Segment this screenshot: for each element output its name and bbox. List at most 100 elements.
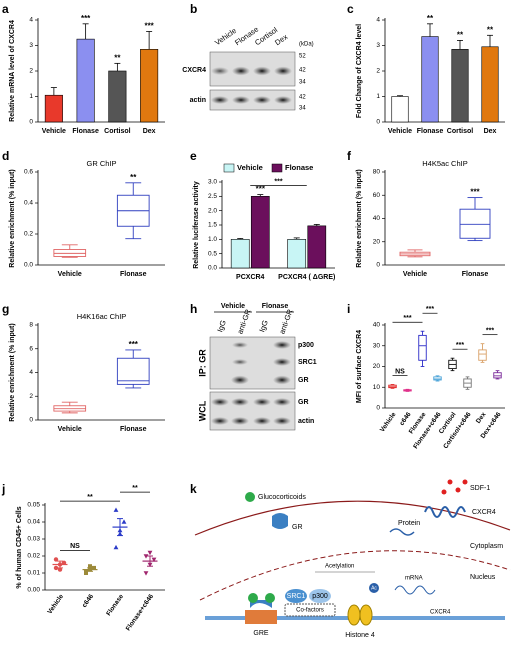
band [232,66,250,76]
y-tick-label: 0.6 [24,169,33,176]
y-tick-label: 1.0 [208,236,217,243]
panel-label: j [1,482,5,496]
label: GR [292,524,303,531]
y-tick-label: 0.4 [24,200,33,207]
box [493,372,502,379]
significance-label: *** [470,188,480,197]
y-tick-label: 40 [373,215,381,222]
point [143,571,149,576]
x-tick-label: c646 [81,593,95,609]
x-tick-label: Flonase [120,426,147,433]
y-axis-label: Relative luciferase activity [193,181,200,269]
x-tick-label: PCXCR4 [236,274,265,281]
row-label: CXCR4 [182,67,206,74]
band [273,341,291,349]
cofactor-box [284,603,336,617]
histone [359,604,373,626]
point [53,565,59,571]
panel-label: b [190,2,197,16]
protein [389,528,415,536]
bar [140,49,159,123]
row-label: GR [298,399,309,406]
band [253,96,271,104]
panel-label: e [190,149,197,163]
point [88,564,92,569]
x-tick-label: Dex [143,128,156,135]
sdf1-dot [462,479,468,485]
chart-title: H4K5ac ChIP [422,159,467,168]
diagram-k: k Glucocorticoids GR SDF-1 CXCR4 Protein… [190,479,511,639]
y-tick-label: 20 [373,238,381,245]
y-tick-label: 0.00 [27,587,40,594]
band [211,398,229,406]
significance-label: ** [487,25,494,34]
bar [391,96,409,123]
comparison-label: ** [132,485,138,492]
y-tick-label: 3 [376,42,380,49]
panel-label: k [190,482,197,496]
label: CXCR4 [472,509,496,516]
y-tick-label: 0.05 [27,502,40,509]
y-tick-label: 2 [29,393,33,400]
comparison-label: NS [70,543,80,550]
band [211,417,229,425]
band [231,375,249,385]
bar [451,49,469,123]
y-tick-label: 6 [29,345,33,352]
acetyl-mark [369,583,379,593]
section-label: WCL [197,400,207,421]
band [274,96,292,104]
ligand [245,492,255,502]
y-tick-label: 3 [29,42,33,49]
x-tick-label: Cortisol [447,128,474,135]
panel-label: c [347,2,354,16]
label: GRE [253,630,269,637]
y-tick-label: 0 [29,119,33,126]
label: mRNA [405,576,423,582]
p300 [309,589,331,603]
y-tick-label: 2.0 [208,207,217,214]
group-label: Vehicle [221,303,245,310]
point [151,557,157,562]
label: Nucleus [470,574,496,581]
y-tick-label: 1 [376,93,380,100]
label: Co-factors [296,608,324,614]
lane-label: anti-GR [277,307,294,335]
label: p300 [312,593,328,600]
x-tick-label: Flonase [120,271,147,278]
panel-label: d [2,149,9,163]
band [211,96,229,104]
x-tick-label: Flonase [105,593,125,617]
x-tick-label: Flonase [462,271,489,278]
y-axis-label: Relative mRNA level of CXCR4 [9,20,16,122]
point [147,550,153,556]
band [253,417,271,425]
x-tick-label: Vehicle [58,426,82,433]
gre [245,610,277,624]
receptor [424,506,466,518]
band [273,375,291,385]
box [116,357,150,385]
significance-label: ** [427,14,434,23]
legend-label: Flonase [285,163,313,172]
nuclear-membrane [199,550,511,601]
band [274,66,292,76]
point [113,507,119,512]
y-tick-label: 20 [373,363,381,370]
comparison-label: *** [456,342,464,349]
y-tick-label: 0 [376,262,380,269]
blot-b: b Vehicle Flonase Cortisol Dex CXCR4 act… [182,2,313,111]
label: Cytoplasm [470,543,503,550]
band [231,417,249,425]
band [232,359,248,365]
group-label: Flonase [262,303,289,310]
marker-label: 34 [299,80,306,86]
y-axis-label: % of human CD45+ Cells [16,506,23,588]
panel-label: a [2,2,9,16]
y-tick-label: 0.0 [208,265,217,272]
y-axis-label: Relative enrichment (% input) [9,323,16,421]
comparison-label: *** [403,315,411,322]
panel-label: f [347,149,352,163]
marker-label: 42 [299,95,306,101]
x-tick-label: Flonase+c646 [125,593,156,632]
